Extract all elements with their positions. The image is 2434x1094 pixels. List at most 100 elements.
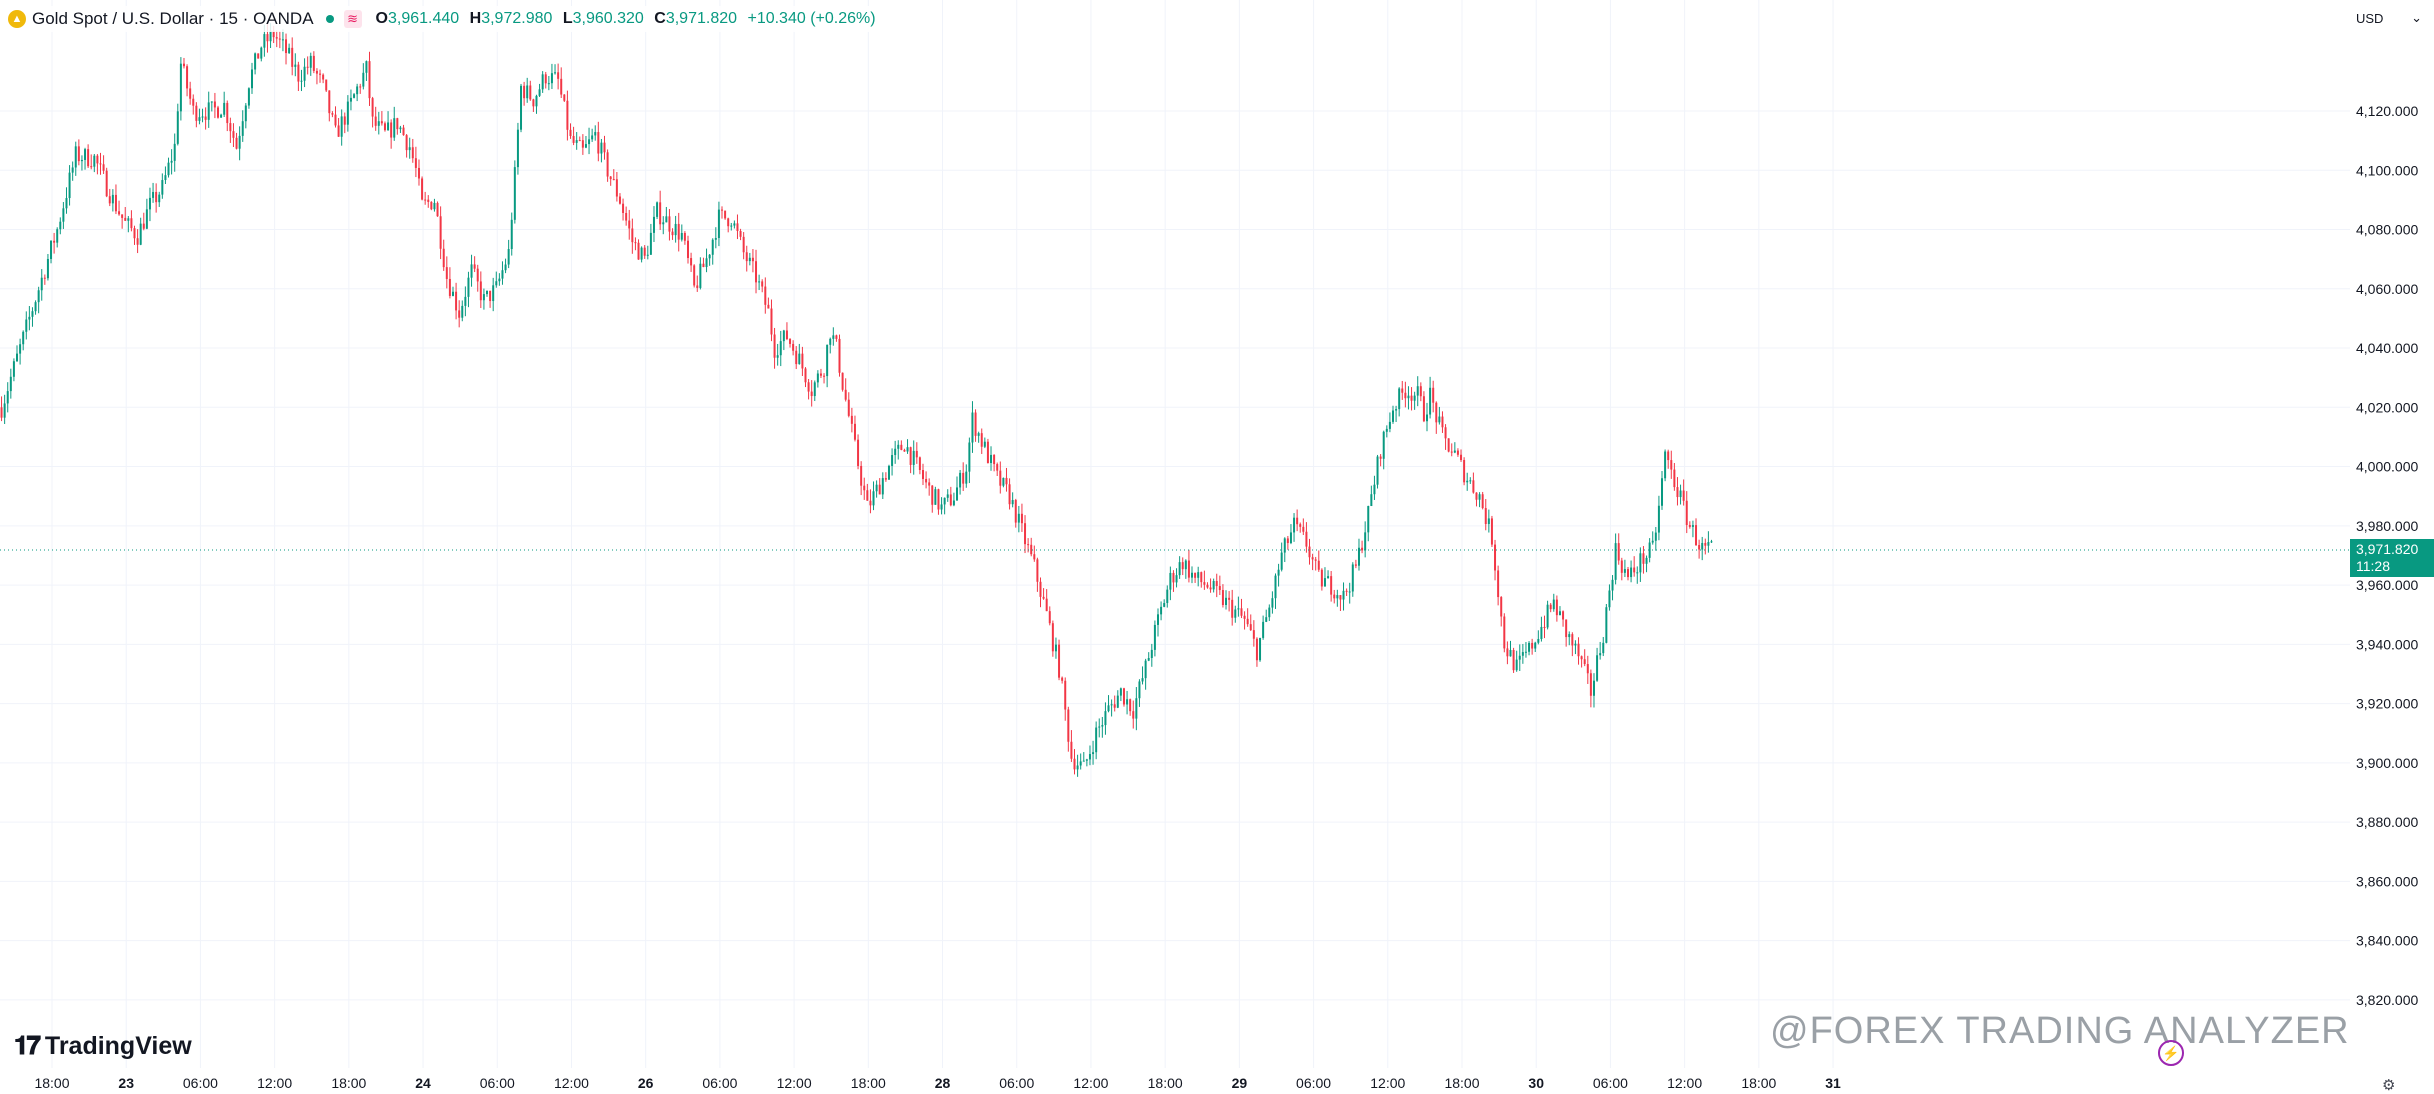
candle-body bbox=[1438, 416, 1441, 423]
candle-body bbox=[1212, 580, 1215, 590]
candle-body bbox=[195, 105, 198, 121]
candle-body bbox=[1215, 580, 1218, 587]
candle-body bbox=[1472, 480, 1475, 493]
bolt-icon[interactable]: ⚡ bbox=[2158, 1040, 2184, 1066]
candle-body bbox=[430, 201, 433, 210]
candle-body bbox=[93, 155, 96, 167]
candle-body bbox=[1110, 704, 1113, 706]
candle-body bbox=[1122, 688, 1125, 705]
candle-body bbox=[1664, 451, 1667, 479]
candle-body bbox=[501, 270, 504, 279]
flag-icon[interactable]: ≋ bbox=[343, 10, 362, 28]
candle-body bbox=[337, 125, 340, 137]
candle-body bbox=[1642, 553, 1645, 564]
candle-body bbox=[1546, 604, 1549, 628]
candle-body bbox=[1255, 638, 1258, 661]
candle-body bbox=[996, 464, 999, 471]
candle-body bbox=[1070, 741, 1073, 759]
time-tick-label: 12:00 bbox=[1073, 1075, 1108, 1091]
candle-body bbox=[748, 257, 751, 262]
currency-selector[interactable]: USD ⌄ bbox=[2352, 6, 2426, 30]
candle-body bbox=[1348, 591, 1351, 593]
candle-body bbox=[118, 211, 121, 215]
candle-body bbox=[1175, 575, 1178, 583]
low-value: 3,960.320 bbox=[572, 10, 644, 27]
candle-body bbox=[362, 72, 365, 87]
watermark: @FOREX TRADING ANALYZER bbox=[1770, 1010, 2350, 1053]
candle-body bbox=[1413, 395, 1416, 401]
candle-body bbox=[557, 72, 560, 79]
market-status-icon bbox=[325, 15, 334, 23]
gold-coin-icon[interactable]: ▲ bbox=[8, 10, 26, 28]
candle-body bbox=[1024, 523, 1027, 545]
candle-body bbox=[1450, 451, 1453, 453]
candle-body bbox=[699, 263, 702, 288]
candle-body bbox=[986, 441, 989, 464]
close-key: C bbox=[654, 10, 666, 27]
candle-body bbox=[1240, 608, 1243, 616]
candle-body bbox=[322, 74, 325, 80]
candle-body bbox=[12, 361, 15, 377]
candle-body bbox=[288, 47, 291, 54]
candle-body bbox=[860, 465, 863, 486]
candle-body bbox=[535, 95, 538, 107]
candle-body bbox=[303, 66, 306, 81]
candle-body bbox=[455, 291, 458, 311]
candle-body bbox=[724, 210, 727, 219]
candle-body bbox=[9, 376, 12, 392]
candle-body bbox=[588, 139, 591, 145]
candle-body bbox=[498, 278, 501, 282]
candle-body bbox=[37, 290, 40, 303]
candle-body bbox=[1478, 494, 1481, 500]
candle-body bbox=[1008, 484, 1011, 505]
candle-body bbox=[1515, 659, 1518, 671]
candle-body bbox=[1299, 524, 1302, 527]
price-tick-label: 3,820.000 bbox=[2356, 992, 2418, 1008]
candle-body bbox=[965, 471, 968, 484]
candle-body bbox=[62, 208, 65, 222]
last-price-value: 3,971.820 bbox=[2356, 541, 2419, 558]
candle-body bbox=[275, 37, 278, 39]
candle-body bbox=[254, 53, 257, 70]
candle-body bbox=[1141, 678, 1144, 682]
candle-body bbox=[742, 236, 745, 253]
candle-body bbox=[1549, 604, 1552, 610]
candle-body bbox=[625, 212, 628, 221]
candle-body bbox=[1463, 460, 1466, 483]
candle-body bbox=[1237, 608, 1240, 610]
candle-body bbox=[1654, 532, 1657, 541]
candle-body bbox=[405, 135, 408, 151]
candle-body bbox=[433, 202, 436, 210]
price-tick-label: 4,080.000 bbox=[2356, 222, 2418, 238]
candle-body bbox=[1534, 642, 1537, 649]
candle-body bbox=[1030, 544, 1033, 555]
candle-body bbox=[1361, 547, 1364, 551]
settings-icon[interactable]: ⚙ bbox=[2382, 1077, 2396, 1094]
candle-body bbox=[807, 382, 810, 392]
candle-body bbox=[1265, 617, 1268, 622]
candle-body bbox=[1033, 554, 1036, 560]
candle-body bbox=[983, 441, 986, 447]
candle-body bbox=[1614, 543, 1617, 580]
candle-body bbox=[1407, 395, 1410, 399]
symbol-title[interactable]: Gold Spot / U.S. Dollar · 15 · OANDA bbox=[32, 9, 314, 28]
candle-body bbox=[857, 439, 860, 466]
candle-body bbox=[631, 228, 634, 243]
candle-body bbox=[674, 223, 677, 236]
tradingview-logo[interactable]: 𝟏𝟕 TradingView bbox=[14, 1030, 192, 1062]
candle-body bbox=[90, 166, 93, 168]
candle-body bbox=[71, 167, 74, 173]
candle-body bbox=[1419, 386, 1422, 397]
candle-body bbox=[1651, 540, 1654, 543]
candle-body bbox=[167, 162, 170, 176]
candle-body bbox=[1252, 630, 1255, 639]
candle-body bbox=[1676, 487, 1679, 498]
price-tick-label: 3,860.000 bbox=[2356, 873, 2418, 889]
candle-body bbox=[1555, 599, 1558, 616]
candle-body bbox=[1460, 454, 1463, 461]
candle-body bbox=[751, 257, 754, 262]
candle-body bbox=[745, 252, 748, 262]
candle-body bbox=[1308, 546, 1311, 558]
